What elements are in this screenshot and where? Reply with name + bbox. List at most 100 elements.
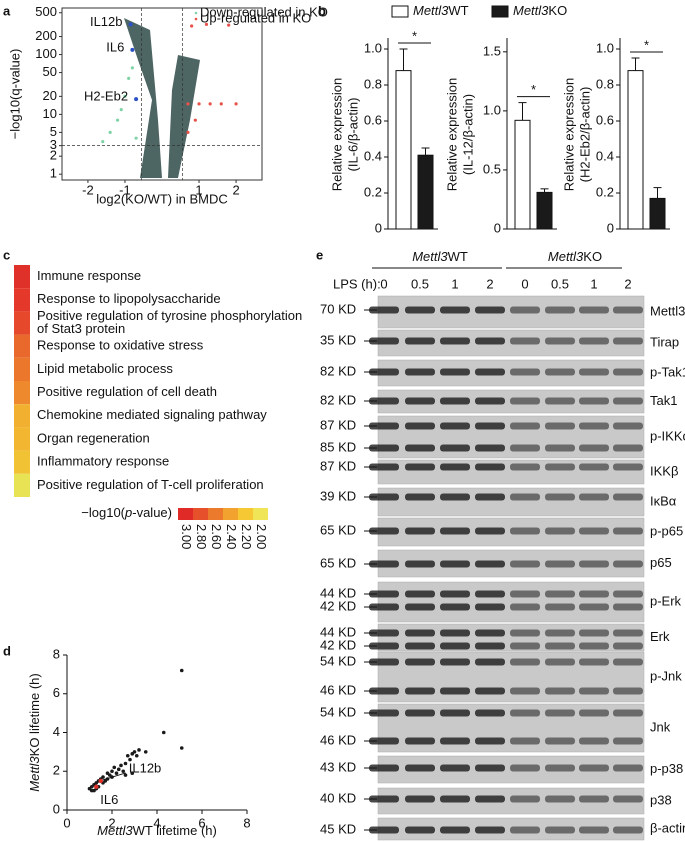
term-label: Response to lipopolysaccharide: [37, 291, 221, 306]
marker-label: 85 KD: [320, 439, 356, 454]
point: [179, 746, 184, 750]
blot-band: [369, 590, 399, 598]
protein-label: Mettl3: [650, 303, 685, 318]
blot-band: [369, 560, 399, 568]
blot-band: [475, 603, 505, 611]
point: [89, 788, 94, 793]
annotation-label: IL12b: [129, 760, 162, 775]
blot-band: [613, 629, 643, 637]
y-tick-label: 50: [43, 64, 57, 79]
colorbar-label: −log10(p-value): [81, 505, 172, 520]
blot-band: [613, 560, 643, 568]
y-tick-label: 0.2: [364, 184, 382, 199]
point: [179, 668, 184, 673]
blot-band: [475, 826, 505, 834]
point: [234, 102, 238, 106]
panel-letter: e: [316, 247, 323, 262]
blot-band: [369, 642, 399, 650]
blot-band: [613, 826, 643, 834]
blot-band: [475, 709, 505, 717]
blot-band: [545, 826, 575, 834]
blot-band: [405, 527, 435, 535]
blot-band: [475, 764, 505, 772]
blot-band: [579, 642, 609, 650]
point: [132, 750, 137, 754]
blot-band: [475, 642, 505, 650]
blot-band: [369, 629, 399, 637]
point: [115, 118, 120, 122]
marker-label: 82 KD: [320, 363, 356, 378]
blot-band: [510, 527, 540, 535]
blot-band: [405, 603, 435, 611]
blot-band: [545, 603, 575, 611]
term-color: [14, 288, 30, 312]
blot-band: [405, 826, 435, 834]
y-axis-label-gene: Mettl3: [27, 756, 42, 792]
blot-band: [545, 368, 575, 376]
blot-band: [545, 463, 575, 471]
time-label: 0: [521, 276, 528, 291]
panel-letter: a: [3, 3, 11, 18]
lps-label: LPS (h):: [333, 276, 381, 291]
blot-band: [510, 397, 540, 405]
x-axis-label-gene: Mettl3: [97, 823, 133, 838]
blot-band: [369, 687, 399, 695]
y-tick-label: 1: [50, 166, 57, 181]
blot-band: [579, 463, 609, 471]
group-label-gene: Mettl3: [548, 249, 584, 264]
blot-band: [510, 687, 540, 695]
y-tick-label: 500: [35, 4, 57, 19]
blot-band: [475, 397, 505, 405]
blot-band: [510, 493, 540, 501]
panel-letter: b: [318, 3, 326, 18]
time-label: 1: [451, 276, 458, 291]
group-label: Mettl3WT: [412, 249, 468, 264]
blot-band: [510, 642, 540, 650]
y-tick-label: 0.2: [596, 184, 614, 199]
blot-band: [545, 709, 575, 717]
point: [110, 769, 114, 774]
point: [227, 23, 231, 27]
marker-label: 44 KD: [320, 624, 356, 639]
blot-band: [613, 337, 643, 345]
blot-band: [579, 337, 609, 345]
x-tick-label: 1: [195, 182, 202, 197]
blot-band: [405, 337, 435, 345]
blot-membrane: [377, 581, 645, 623]
blot-band: [440, 687, 470, 695]
term-label: Positive regulation of T-cell proliferat…: [37, 477, 264, 492]
point: [127, 76, 131, 80]
blot-band: [440, 709, 470, 717]
term-label: Organ regeneration: [37, 430, 150, 445]
plot-frame: [61, 7, 263, 181]
y-tick-label: 100: [35, 46, 57, 61]
protein-label: IκBα: [650, 493, 677, 508]
blot-band: [579, 527, 609, 535]
blot-band: [440, 368, 470, 376]
blot-band: [475, 687, 505, 695]
marker-label: 65 KD: [320, 522, 356, 537]
blot-band: [440, 560, 470, 568]
colorbar-tick-label: 2.00: [254, 524, 269, 549]
blot-band: [405, 629, 435, 637]
blot-band: [510, 422, 540, 430]
x-axis-label: Mettl3WT lifetime (h): [97, 823, 217, 838]
blot-band: [545, 337, 575, 345]
blot-band: [613, 493, 643, 501]
blot-band: [579, 560, 609, 568]
blot-band: [440, 642, 470, 650]
y-tick-label: 20: [43, 88, 57, 103]
blot-band: [613, 527, 643, 535]
blot-band: [545, 422, 575, 430]
annotation-label: IL6: [100, 792, 118, 807]
point: [137, 748, 141, 752]
x-tick-label: 2: [108, 815, 115, 830]
marker-label: 45 KD: [320, 821, 356, 836]
blot-band: [545, 560, 575, 568]
blot-band: [475, 337, 505, 345]
point: [128, 757, 132, 762]
legend-swatch: [391, 5, 409, 18]
blot-membrane: [377, 415, 645, 459]
blot-band: [405, 590, 435, 598]
